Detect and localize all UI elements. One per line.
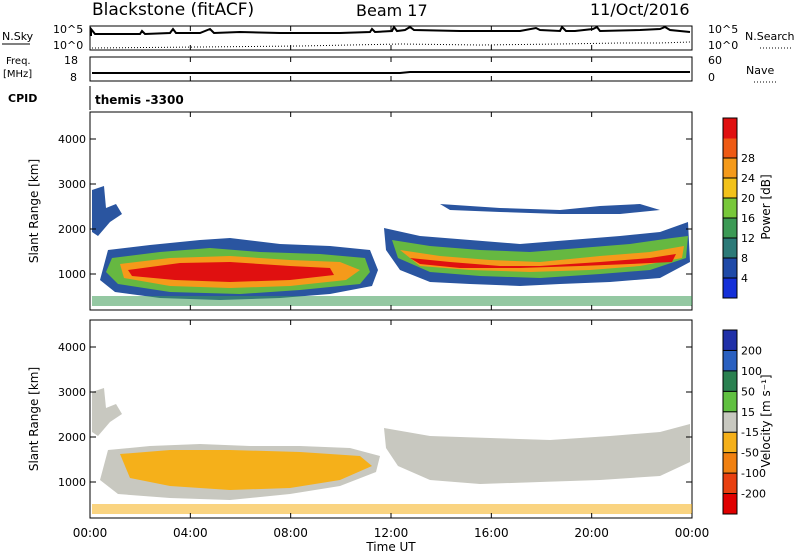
velocity-late-gray [384, 424, 690, 484]
y-tick-label: 1000 [58, 268, 86, 281]
colorbar-tick-label: -100 [741, 467, 766, 480]
velocity-patch-top-left [92, 388, 122, 436]
velocity-ylabel: Slant Range [km] [27, 367, 41, 471]
colorbar-tick-label: 16 [741, 212, 755, 225]
nsky-tick-low: 10^0 [53, 39, 83, 52]
colorbar-swatch [723, 493, 737, 515]
colorbar-tick-label: -15 [741, 426, 759, 439]
power-patch-top-left [92, 186, 122, 236]
colorbar-swatch [723, 118, 737, 139]
colorbar-swatch [723, 158, 737, 179]
colorbar-swatch [723, 258, 737, 279]
colorbar-swatch [723, 473, 737, 495]
freq-unit: [MHz] [3, 69, 32, 80]
colorbar-tick-label: 12 [741, 232, 755, 245]
colorbar-swatch [723, 391, 737, 413]
colorbar-tick-label: 4 [741, 272, 748, 285]
nsearch-trace [91, 41, 691, 49]
nsearch-tick-low: 10^0 [708, 39, 738, 52]
colorbar-swatch [723, 238, 737, 259]
colorbar-tick-label: 24 [741, 172, 755, 185]
velocity-colorbar: 200 100 50 15 -15 -50 -100 -200 [722, 329, 766, 515]
colorbar-swatch [723, 370, 737, 392]
beam-title: Beam 17 [356, 1, 428, 20]
colorbar-swatch [723, 178, 737, 199]
power-colorbar-label: Power [dB] [759, 174, 773, 239]
velocity-echo-region [92, 388, 692, 514]
power-sparse-upper-right [440, 204, 660, 214]
x-tick-label: 08:00 [273, 526, 308, 540]
colorbar-swatch [723, 198, 737, 219]
nsky-label: N.Sky [2, 30, 34, 43]
velocity-early-orange [120, 450, 372, 490]
freq-trace [92, 71, 690, 74]
nsearch-tick-high: 10^5 [708, 23, 738, 36]
velocity-panel: 1000 2000 3000 4000 [58, 319, 693, 519]
x-tick-label: 00:00 [73, 526, 108, 540]
nave-tick-low: 0 [708, 71, 715, 84]
power-echo-region [92, 186, 692, 306]
colorbar-swatch [723, 330, 737, 351]
colorbar-swatch [723, 218, 737, 239]
x-tick-label: 04:00 [173, 526, 208, 540]
colorbar-tick-label: -50 [741, 447, 759, 460]
velocity-bottom-strip [92, 504, 692, 514]
y-tick-label: 3000 [58, 178, 86, 191]
power-ylabel: Slant Range [km] [27, 159, 41, 263]
colorbar-swatch [723, 278, 737, 299]
velocity-colorbar-label: Velocity [m s⁻¹] [759, 374, 773, 467]
nave-label: Nave [746, 64, 774, 77]
nsearch-label: N.Search [745, 30, 795, 43]
power-colorbar: 4 8 12 16 20 24 28 [722, 117, 755, 299]
colorbar-swatch [723, 432, 737, 454]
freq-tick-low: 8 [70, 71, 77, 84]
time-axis: 00:00 04:00 08:00 12:00 16:00 20:00 00:00 [73, 26, 710, 540]
power-panel: 1000 2000 3000 4000 [58, 111, 693, 311]
cpid-label: CPID [8, 92, 37, 105]
colorbar-swatch [723, 411, 737, 433]
colorbar-tick-label: 15 [741, 406, 755, 419]
colorbar-tick-label: 50 [741, 385, 755, 398]
y-tick-label: 2000 [58, 223, 86, 236]
colorbar-frame [722, 329, 738, 515]
y-tick-label: 4000 [58, 341, 86, 354]
colorbar-tick-label: 28 [741, 152, 755, 165]
colorbar-tick-label: 20 [741, 192, 755, 205]
power-bottom-strip [92, 296, 692, 306]
x-tick-label: 12:00 [374, 526, 409, 540]
colorbar-tick-label: 8 [741, 252, 748, 265]
colorbar-tick-label: 100 [741, 365, 762, 378]
x-tick-label: 00:00 [675, 526, 710, 540]
colorbar-swatch [723, 350, 737, 372]
colorbar-swatch [723, 138, 737, 159]
x-tick-label: 20:00 [574, 526, 609, 540]
y-tick-label: 1000 [58, 476, 86, 489]
y-tick-label: 4000 [58, 133, 86, 146]
time-axis-title: Time UT [365, 540, 416, 554]
station-title: Blackstone (fitACF) [92, 0, 254, 20]
colorbar-tick-label: -200 [741, 488, 766, 501]
power-band-late-red [410, 254, 676, 268]
power-band-early-red [128, 262, 334, 282]
freq-label: Freq. [6, 56, 31, 67]
y-tick-label: 3000 [58, 386, 86, 399]
nave-tick-high: 60 [708, 54, 722, 67]
y-tick-label: 2000 [58, 431, 86, 444]
colorbar-tick-label: 200 [741, 344, 762, 357]
date-title: 11/Oct/2016 [590, 0, 690, 19]
colorbar-frame [722, 117, 738, 299]
cpid-value: themis -3300 [95, 93, 184, 107]
nsky-trace [90, 25, 691, 36]
x-tick-label: 16:00 [474, 526, 509, 540]
colorbar-swatch [723, 452, 737, 474]
freq-tick-high: 18 [64, 54, 78, 67]
nsky-tick-high: 10^5 [53, 23, 83, 36]
